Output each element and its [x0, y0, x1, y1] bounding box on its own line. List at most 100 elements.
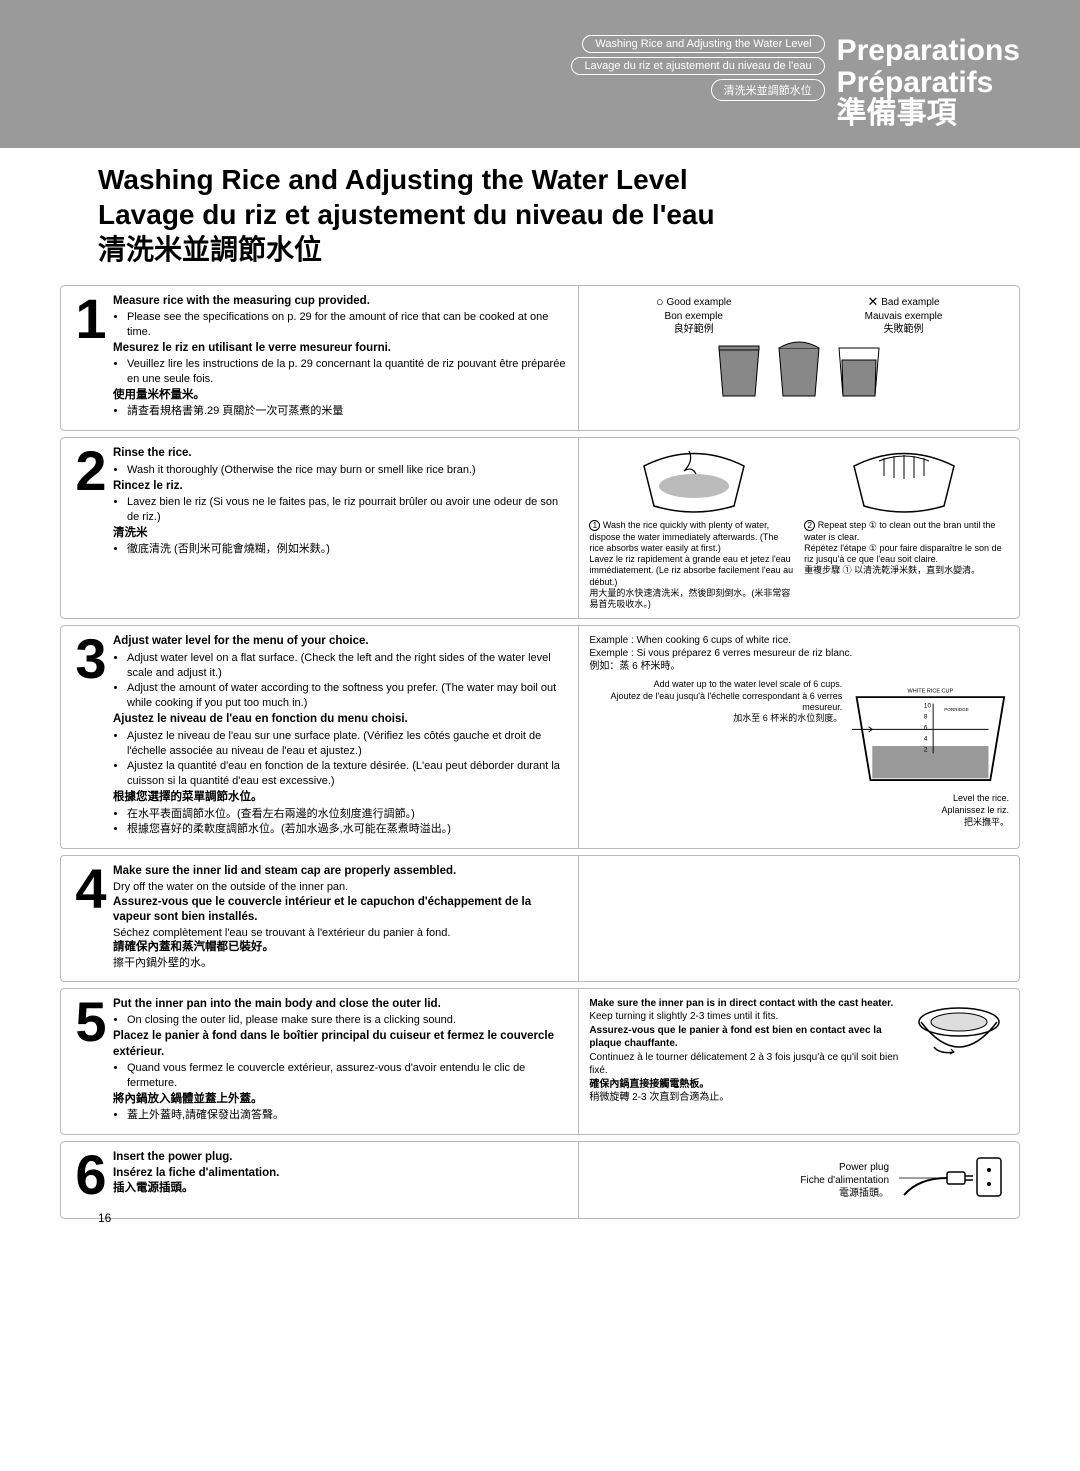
cap1-en: Wash the rice quickly with plenty of wat…	[589, 520, 778, 553]
cup-good-icon	[713, 340, 765, 400]
step4-h-zh: 請確保內蓋和蒸汽帽都已裝好。	[113, 940, 568, 956]
header: Washing Rice and Adjusting the Water Lev…	[0, 0, 1080, 148]
step4-b-fr: Séchez complètement l'eau se trouvant à …	[113, 926, 568, 941]
wl-zh: 加水至 6 杯米的水位刻度。	[589, 713, 842, 724]
ex-fr: Exemple : Si vous préparez 6 verres mesu…	[589, 647, 1009, 660]
good-zh: 良好範例	[674, 324, 714, 335]
step4-b-en: Dry off the water on the outside of the …	[113, 880, 568, 895]
step3-h-zh: 根據您選擇的菜單調節水位。	[113, 790, 568, 806]
svg-text:6: 6	[924, 725, 928, 732]
step5-b-en: On closing the outer lid, please make su…	[127, 1013, 568, 1028]
step3-b-zh1: 在水平表面調節水位。(查看左右兩邊的水位刻度進行調節。)	[127, 807, 568, 822]
step5-b-zh: 蓋上外蓋時,請確保發出滴答聲。	[127, 1108, 568, 1123]
step4-h-fr: Assurez-vous que le couvercle intérieur …	[113, 895, 568, 926]
power-plug-icon	[899, 1150, 1009, 1210]
step3-b-en2: Adjust the amount of water according to …	[127, 681, 568, 711]
pot-water-level-icon: WHITE RICE CUP 10 8 6 4 2 PORRIDGE	[852, 679, 1009, 789]
bad-en: Bad example	[881, 297, 939, 308]
wl-en: Add water up to the water level scale of…	[589, 679, 842, 690]
tag-fr: Lavage du riz et ajustement du niveau de…	[571, 57, 824, 75]
lv-zh: 把米撫平。	[589, 817, 1009, 829]
step3-b-en1: Adjust water level on a flat surface. (C…	[127, 651, 568, 681]
step1-h-en: Measure rice with the measuring cup prov…	[113, 294, 568, 310]
svg-text:PORRIDGE: PORRIDGE	[944, 707, 969, 712]
header-title-fr: Préparatifs	[837, 67, 1020, 99]
plug-zh: 電源插頭。	[800, 1187, 889, 1200]
steps: 1 Measure rice with the measuring cup pr…	[0, 277, 1080, 1246]
plug-fr: Fiche d'alimentation	[800, 1174, 889, 1187]
header-tags: Washing Rice and Adjusting the Water Lev…	[60, 35, 1020, 130]
lv-en: Level the rice.	[589, 793, 1009, 805]
step-number: 2	[69, 446, 113, 608]
step5-h-zh: 將內鍋放入鍋體並蓋上外蓋。	[113, 1092, 568, 1108]
step6-h-en: Insert the power plug.	[113, 1150, 279, 1166]
bad-mark-icon: ✕	[868, 294, 879, 311]
svg-text:8: 8	[924, 714, 928, 721]
step5-b-fr: Quand vous fermez le couvercle extérieur…	[127, 1061, 568, 1091]
step2-h-fr: Rincez le riz.	[113, 479, 568, 495]
circled-2-icon: 2	[804, 520, 815, 531]
s5-fr2: Continuez à le tourner délicatement 2 à …	[589, 1051, 901, 1078]
step-number: 5	[69, 997, 113, 1124]
cup-bad1-icon	[773, 340, 825, 400]
page-title-block: Washing Rice and Adjusting the Water Lev…	[0, 148, 1080, 277]
manual-page: Washing Rice and Adjusting the Water Lev…	[0, 0, 1080, 1245]
step5-diagram: Make sure the inner pan is in direct con…	[578, 989, 1019, 1134]
s5-zh1: 確保內鍋直接接觸電熱板。	[589, 1078, 901, 1092]
cap2-en: Repeat step ① to clean out the bran unti…	[804, 520, 995, 541]
cap1-zh: 用大量的水快速清洗米，然後即刻倒水。(米非常容易首先吸收水。)	[589, 588, 790, 609]
step3-b-fr1: Ajustez le niveau de l'eau sur une surfa…	[127, 729, 568, 759]
step4-diagram	[578, 856, 1019, 981]
page-title-en: Washing Rice and Adjusting the Water Lev…	[98, 162, 1020, 197]
step-number: 3	[69, 634, 113, 838]
step1-diagram: ○ Good example Bon exemple 良好範例 ✕ Bad ex…	[578, 286, 1019, 431]
step-3: 3 Adjust water level for the menu of you…	[60, 625, 1020, 849]
step6-diagram: Power plug Fiche d'alimentation 電源插頭。	[578, 1142, 1019, 1218]
step2-diagram: 1 Wash the rice quickly with plenty of w…	[578, 438, 1019, 618]
svg-text:2: 2	[924, 747, 928, 754]
step2-b-zh: 徹底清洗 (否則米可能會燒糊，例如米麩。)	[127, 542, 568, 557]
step5-h-fr: Placez le panier à fond dans le boîtier …	[113, 1029, 568, 1060]
tag-zh: 清洗米並調節水位	[711, 79, 825, 101]
inner-pan-icon	[909, 997, 1009, 1077]
step2-b-en: Wash it thoroughly (Otherwise the rice m…	[127, 463, 568, 478]
step1-h-fr: Mesurez le riz en utilisant le verre mes…	[113, 341, 568, 357]
step-5: 5 Put the inner pan into the main body a…	[60, 988, 1020, 1135]
step4-b-zh: 擦干內鍋外壁的水。	[113, 956, 568, 971]
step2-h-en: Rinse the rice.	[113, 446, 568, 462]
step-number: 1	[69, 294, 113, 421]
step3-b-fr2: Ajustez la quantité d'eau en fonction de…	[127, 759, 568, 789]
good-mark-icon: ○	[656, 294, 664, 311]
cup-bad2-icon	[833, 340, 885, 400]
header-title-zh: 準備事項	[837, 98, 1020, 130]
step2-b-fr: Lavez bien le riz (Si vous ne le faites …	[127, 495, 568, 525]
bad-zh: 失敗範例	[884, 324, 924, 335]
circled-1-icon: 1	[589, 520, 600, 531]
step5-h-en: Put the inner pan into the main body and…	[113, 997, 568, 1013]
step-4: 4 Make sure the inner lid and steam cap …	[60, 855, 1020, 982]
good-fr: Bon exemple	[665, 311, 723, 322]
step4-h-en: Make sure the inner lid and steam cap ar…	[113, 864, 568, 880]
lv-fr: Aplanissez le riz.	[589, 805, 1009, 817]
svg-text:4: 4	[924, 736, 928, 743]
step1-b-zh: 請查看規格書第.29 頁關於一次可蒸煮的米量	[127, 404, 568, 419]
wash-bowl-icon	[634, 446, 754, 516]
step-number: 4	[69, 864, 113, 971]
cap2-zh: 重複步驟 ① 以清洗乾淨米麩，直到水變清。	[804, 565, 980, 575]
step-6: 6 Insert the power plug. Insérez la fich…	[60, 1141, 1020, 1219]
page-number: 16	[98, 1211, 111, 1225]
s5-fr1: Assurez-vous que le panier à fond est bi…	[589, 1024, 901, 1051]
plug-en: Power plug	[800, 1161, 889, 1174]
page-title-zh: 清洗米並調節水位	[98, 232, 1020, 267]
bad-fr: Mauvais exemple	[865, 311, 943, 322]
step1-b-en: Please see the specifications on p. 29 f…	[127, 310, 568, 340]
cap2-fr: Répétez l'étape ① pour faire disparaître…	[804, 543, 1001, 564]
ex-en: Example : When cooking 6 cups of white r…	[589, 634, 1009, 647]
wl-fr: Ajoutez de l'eau jusqu'à l'échelle corre…	[589, 691, 842, 714]
header-title-en: Preparations	[837, 35, 1020, 67]
svg-text:WHITE RICE CUP: WHITE RICE CUP	[908, 689, 954, 695]
step3-h-en: Adjust water level for the menu of your …	[113, 634, 568, 650]
cap1-fr: Lavez le riz rapidement à grande eau et …	[589, 554, 793, 587]
step-2: 2 Rinse the rice. Wash it thoroughly (Ot…	[60, 437, 1020, 619]
step1-b-fr: Veuillez lire les instructions de la p. …	[127, 357, 568, 387]
